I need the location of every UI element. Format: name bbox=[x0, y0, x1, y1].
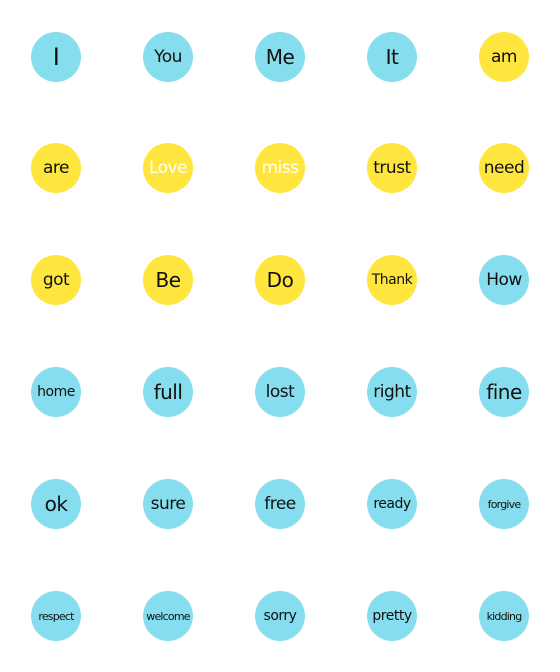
sticker-label: Thank bbox=[371, 272, 413, 288]
sticker-label: ok bbox=[44, 492, 68, 516]
sticker-label: miss bbox=[261, 157, 300, 178]
sticker-label: It bbox=[385, 45, 399, 69]
sticker-label: forgive bbox=[487, 497, 521, 511]
sticker-label: You bbox=[154, 46, 182, 67]
sticker-label: ready bbox=[373, 496, 411, 512]
sticker-label: free bbox=[264, 493, 296, 514]
sticker-ready[interactable]: ready bbox=[367, 479, 417, 529]
sticker-label: sorry bbox=[263, 608, 297, 624]
sticker-label: How bbox=[486, 269, 522, 290]
sticker-label: home bbox=[37, 384, 75, 400]
sticker-how[interactable]: How bbox=[479, 255, 529, 305]
sticker-forgive[interactable]: forgive bbox=[479, 479, 529, 529]
sticker-pretty[interactable]: pretty bbox=[367, 591, 417, 641]
sticker-lost[interactable]: lost bbox=[255, 367, 305, 417]
sticker-are[interactable]: are bbox=[31, 143, 81, 193]
sticker-kidding[interactable]: kidding bbox=[479, 591, 529, 641]
sticker-it[interactable]: It bbox=[367, 32, 417, 82]
sticker-thank[interactable]: Thank bbox=[367, 255, 417, 305]
sticker-label: Me bbox=[265, 45, 295, 69]
sticker-right[interactable]: right bbox=[367, 367, 417, 417]
sticker-sorry[interactable]: sorry bbox=[255, 591, 305, 641]
sticker-label: am bbox=[491, 46, 517, 67]
sticker-home[interactable]: home bbox=[31, 367, 81, 417]
sticker-label: need bbox=[483, 157, 525, 178]
sticker-label: I bbox=[52, 43, 60, 71]
sticker-you[interactable]: You bbox=[143, 32, 193, 82]
sticker-label: welcome bbox=[146, 609, 190, 623]
sticker-miss[interactable]: miss bbox=[255, 143, 305, 193]
sticker-label: right bbox=[373, 381, 411, 402]
sticker-do[interactable]: Do bbox=[255, 255, 305, 305]
sticker-label: trust bbox=[373, 157, 411, 178]
sticker-love[interactable]: Love bbox=[143, 143, 193, 193]
sticker-label: kidding bbox=[486, 609, 523, 623]
sticker-label: Be bbox=[155, 268, 181, 292]
sticker-label: pretty bbox=[372, 608, 412, 624]
sticker-trust[interactable]: trust bbox=[367, 143, 417, 193]
sticker-be[interactable]: Be bbox=[143, 255, 193, 305]
sticker-label: full bbox=[153, 380, 183, 404]
sticker-i[interactable]: I bbox=[31, 32, 81, 82]
sticker-label: respect bbox=[38, 609, 74, 623]
sticker-am[interactable]: am bbox=[479, 32, 529, 82]
sticker-label: sure bbox=[150, 493, 186, 514]
sticker-ok[interactable]: ok bbox=[31, 479, 81, 529]
sticker-full[interactable]: full bbox=[143, 367, 193, 417]
sticker-respect[interactable]: respect bbox=[31, 591, 81, 641]
sticker-got[interactable]: got bbox=[31, 255, 81, 305]
sticker-fine[interactable]: fine bbox=[479, 367, 529, 417]
sticker-label: got bbox=[42, 269, 70, 290]
sticker-me[interactable]: Me bbox=[255, 32, 305, 82]
sticker-sure[interactable]: sure bbox=[143, 479, 193, 529]
sticker-free[interactable]: free bbox=[255, 479, 305, 529]
sticker-label: lost bbox=[265, 381, 295, 402]
sticker-label: fine bbox=[486, 380, 522, 404]
sticker-label: Do bbox=[266, 268, 294, 292]
sticker-label: are bbox=[43, 157, 70, 178]
sticker-need[interactable]: need bbox=[479, 143, 529, 193]
sticker-welcome[interactable]: welcome bbox=[143, 591, 193, 641]
sticker-label: Love bbox=[148, 157, 188, 178]
